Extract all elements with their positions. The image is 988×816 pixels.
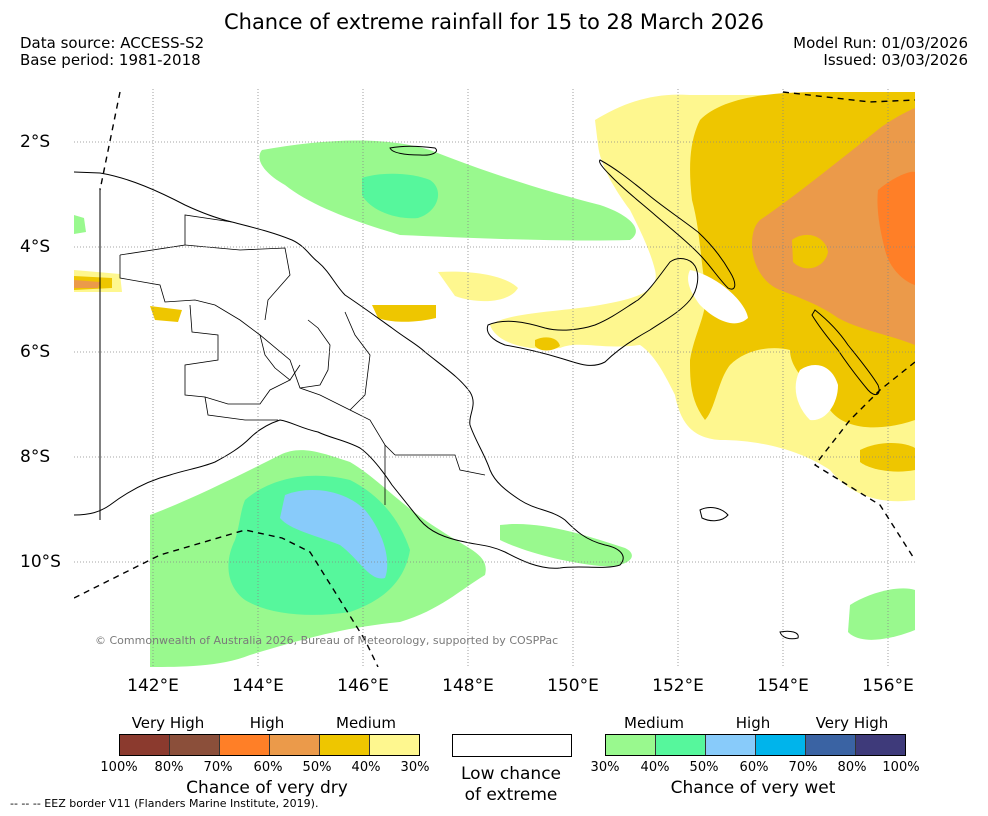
lon-tick-label: 146°E	[337, 676, 389, 696]
dry-high-mid-region-west	[74, 280, 100, 288]
dry-high-mid-region-east	[752, 108, 915, 345]
lat-tick-label: 4°S	[20, 237, 51, 257]
wet-percent-label: 80%	[837, 760, 867, 775]
dry-percent-label: 80%	[154, 760, 184, 775]
wet-swatch	[705, 735, 755, 755]
wet-level-label: High	[735, 714, 771, 732]
wet-high-region	[280, 490, 388, 579]
dry-percent-label: 100%	[100, 760, 138, 775]
wet-swatch	[805, 735, 855, 755]
dry-swatch	[319, 735, 369, 755]
issued-label: Issued: 03/03/2026	[823, 51, 968, 69]
low-chance-caption-line: Low chance	[461, 764, 561, 784]
copyright-notice: © Commonwealth of Australia 2026, Bureau…	[95, 634, 559, 647]
manus-coastline	[389, 145, 437, 156]
wet-medium-region-west	[74, 215, 86, 234]
coastlines	[74, 145, 880, 640]
dry-medium-region-central	[438, 271, 518, 302]
wet-medium-region-southeast	[848, 588, 915, 640]
dry-swatch	[169, 735, 219, 755]
wet-swatch	[755, 735, 805, 755]
dry-high-region-west-coast	[150, 306, 182, 322]
low-chance-caption: Low chance of extreme	[446, 764, 576, 806]
lon-tick-label: 144°E	[232, 676, 284, 696]
dry-swatch	[219, 735, 269, 755]
lat-tick-label: 8°S	[20, 447, 51, 467]
low-chance-swatch	[452, 734, 572, 757]
base-period-label: Base period: 1981-2018	[20, 51, 201, 69]
wet-swatch	[606, 735, 655, 755]
graticule	[74, 89, 915, 667]
wet-level-label: Very High	[815, 714, 889, 732]
wet-percent-label: 70%	[788, 760, 818, 775]
wet-medium-high-region-north	[362, 173, 439, 219]
wet-medium-region-north	[259, 140, 636, 241]
dry-percent-label: 70%	[203, 760, 233, 775]
wet-swatch	[655, 735, 705, 755]
dry-swatch	[269, 735, 319, 755]
louisiade-islands	[699, 507, 799, 640]
dry-high-region-central	[372, 305, 436, 322]
lon-tick-label: 148°E	[442, 676, 494, 696]
wet-percent-label: 100%	[882, 760, 920, 775]
data-info: Data source: ACCESS-S2 Base period: 1981…	[20, 35, 204, 69]
wet-swatch	[855, 735, 905, 755]
lon-tick-label: 150°E	[547, 676, 599, 696]
bougainville-coastline	[811, 309, 880, 396]
wet-level-label: Medium	[624, 714, 684, 732]
low-chance-area-new-britain	[688, 270, 748, 324]
wet-percent-label: 60%	[739, 760, 769, 775]
wet-caption: Chance of very wet	[670, 778, 836, 798]
dry-colorbar	[119, 734, 420, 756]
lon-tick-label: 156°E	[862, 676, 914, 696]
lat-tick-label: 2°S	[20, 132, 51, 152]
dry-swatch	[369, 735, 419, 755]
dry-very-high-region	[877, 171, 915, 285]
dry-swatch	[120, 735, 169, 755]
lat-tick-label: 10°S	[20, 552, 61, 572]
dry-level-label: Medium	[336, 714, 396, 732]
wet-percent-label: 40%	[640, 760, 670, 775]
wet-percent-label: 30%	[590, 760, 620, 775]
new-ireland-coastline	[599, 159, 736, 290]
low-chance-caption-line: of extreme	[464, 785, 558, 805]
eez-footnote: -- -- -- EEZ border V11 (Flanders Marine…	[10, 797, 319, 810]
dry-high-region-inner	[792, 234, 828, 269]
lon-tick-label: 142°E	[127, 676, 179, 696]
dry-percent-label: 40%	[351, 760, 381, 775]
map-title: Chance of extreme rainfall for 15 to 28 …	[223, 10, 765, 34]
lon-tick-label: 154°E	[757, 676, 809, 696]
dry-level-label: Very High	[131, 714, 205, 732]
dry-percent-label: 30%	[400, 760, 430, 775]
data-source-label: Data source: ACCESS-S2	[20, 34, 205, 52]
run-info: Model Run: 01/03/2026 Issued: 03/03/2026	[793, 35, 968, 69]
wet-medium-region-png-islands	[500, 524, 632, 567]
new-britain-coastline	[486, 258, 699, 366]
wet-percent-label: 50%	[689, 760, 719, 775]
dry-percent-label: 50%	[302, 760, 332, 775]
model-run-label: Model Run: 01/03/2026	[793, 34, 968, 52]
lat-tick-label: 6°S	[20, 342, 51, 362]
new-guinea-coastline	[74, 171, 624, 569]
dry-high-region-small	[535, 337, 560, 351]
dry-percent-label: 60%	[253, 760, 283, 775]
eez-borders	[74, 91, 915, 667]
lon-tick-label: 152°E	[652, 676, 704, 696]
wet-colorbar	[605, 734, 906, 756]
low-chance-area-east	[795, 365, 838, 421]
dry-caption: Chance of very dry	[186, 778, 348, 798]
dry-level-label: High	[249, 714, 285, 732]
